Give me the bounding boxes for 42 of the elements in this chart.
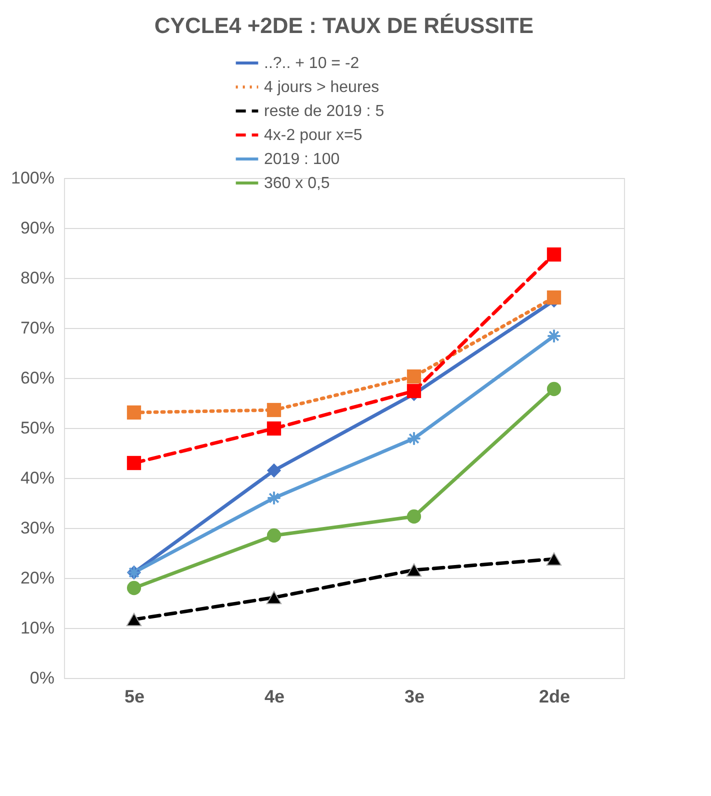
point bbox=[126, 405, 142, 420]
point bbox=[126, 612, 142, 626]
y-tick-label: 30% bbox=[20, 518, 54, 538]
point bbox=[546, 328, 562, 344]
point bbox=[406, 369, 422, 384]
point bbox=[266, 590, 282, 604]
legend-label: 4x-2 pour x=5 bbox=[264, 127, 362, 144]
point bbox=[266, 421, 282, 436]
point bbox=[126, 580, 142, 596]
point bbox=[406, 384, 422, 398]
y-tick-label: 50% bbox=[20, 418, 54, 438]
y-tick-label: 60% bbox=[20, 368, 54, 388]
legend-label: ..?.. + 10 = -2 bbox=[264, 55, 360, 72]
point bbox=[266, 528, 282, 543]
point bbox=[546, 290, 562, 305]
x-tick-label: 5e bbox=[124, 686, 145, 706]
y-tick-label: 40% bbox=[20, 468, 54, 488]
chart-title: CYCLE4 +2DE : TAUX DE RÉUSSITE bbox=[154, 13, 534, 38]
y-tick-label: 80% bbox=[20, 268, 54, 288]
legend-label: 360 x 0,5 bbox=[264, 175, 330, 192]
y-tick-label: 90% bbox=[20, 218, 54, 238]
y-tick-label: 20% bbox=[20, 568, 54, 588]
legend-label: 2019 : 100 bbox=[264, 151, 340, 168]
x-tick-label: 3e bbox=[404, 686, 425, 706]
point bbox=[266, 490, 282, 506]
y-tick-label: 10% bbox=[20, 618, 54, 638]
point bbox=[546, 382, 562, 396]
x-tick-label: 2de bbox=[538, 686, 570, 706]
point bbox=[406, 563, 422, 577]
legend-label: 4 jours > heures bbox=[264, 79, 380, 96]
point bbox=[546, 247, 562, 262]
y-tick-label: 70% bbox=[20, 318, 54, 338]
y-tick-label: 0% bbox=[30, 668, 54, 688]
point bbox=[266, 463, 282, 478]
point bbox=[126, 456, 142, 470]
point bbox=[406, 509, 422, 524]
y-tick-label: 100% bbox=[11, 168, 54, 188]
point bbox=[266, 402, 282, 418]
x-tick-label: 4e bbox=[264, 686, 285, 706]
point bbox=[546, 552, 562, 566]
point bbox=[406, 431, 422, 446]
legend-label: reste de 2019 : 5 bbox=[264, 103, 384, 120]
